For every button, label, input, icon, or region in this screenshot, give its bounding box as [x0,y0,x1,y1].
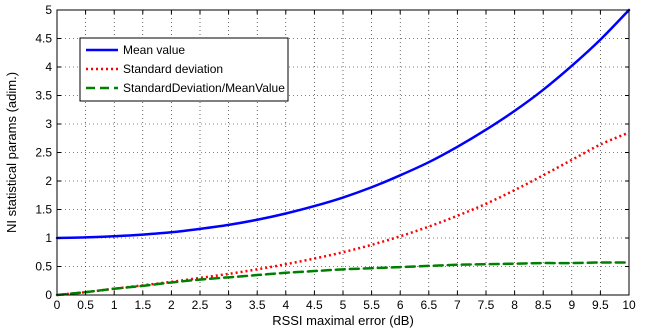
y-tick-labels: 0 0.5 1 1.5 2 2.5 3 3.5 4 4.5 5 [35,3,52,302]
y-tick-label: 1 [45,231,52,245]
legend: Mean value Standard deviation StandardDevi… [79,37,289,102]
x-tick-label: 6.5 [420,298,437,312]
x-tick-label: 4.5 [306,298,323,312]
y-tick-label: 1.5 [35,203,52,217]
x-tick-label: 9.5 [592,298,609,312]
x-tick-label: 10 [622,298,636,312]
x-tick-label: 0.5 [77,298,94,312]
x-tick-label: 6 [397,298,404,312]
legend-box [79,37,289,102]
y-tick-label: 5 [45,3,52,17]
x-tick-label: 8.5 [535,298,552,312]
series-lines [55,8,631,297]
x-tick-label: 2 [168,298,175,312]
x-tick-label: 2.5 [192,298,209,312]
y-tick-label: 3 [45,117,52,131]
series-line-3 [55,261,631,297]
legend-entry-3: StandardDeviation/MeanValue [123,81,285,95]
series-line-1 [55,8,631,240]
tick-marks [56,9,630,296]
x-tick-label: 5 [340,298,347,312]
legend-entry-1: Mean value [123,43,185,57]
y-tick-label: 3.5 [35,89,52,103]
x-tick-label: 1 [111,298,118,312]
y-tick-label: 4 [45,60,52,74]
y-tick-label: 0.5 [35,260,52,274]
y-axis-label: NI statistical params (adim.) [4,72,19,233]
y-tick-label: 4.5 [35,32,52,46]
x-tick-label: 0 [54,298,61,312]
x-tick-labels: 0 0.5 1 1.5 2 2.5 3 3.5 4 4.5 5 5.5 6 6.5 7 7.5 8 8.5 9 9.5… [54,298,636,312]
x-tick-label: 9 [568,298,575,312]
x-tick-label: 8 [511,298,518,312]
x-tick-label: 5.5 [363,298,380,312]
x-tick-label: 7.5 [478,298,495,312]
x-tick-label: 1.5 [134,298,151,312]
legend-entry-2: Standard deviation [123,62,223,76]
x-axis-label: RSSI maximal error (dB) [272,313,414,328]
y-tick-label: 2 [45,174,52,188]
y-tick-label: 0 [45,288,52,302]
x-tick-label: 7 [454,298,461,312]
x-tick-label: 3.5 [249,298,266,312]
y-tick-label: 2.5 [35,146,52,160]
series-line-2 [56,131,630,297]
x-tick-label: 4 [282,298,289,312]
x-tick-label: 3 [225,298,232,312]
